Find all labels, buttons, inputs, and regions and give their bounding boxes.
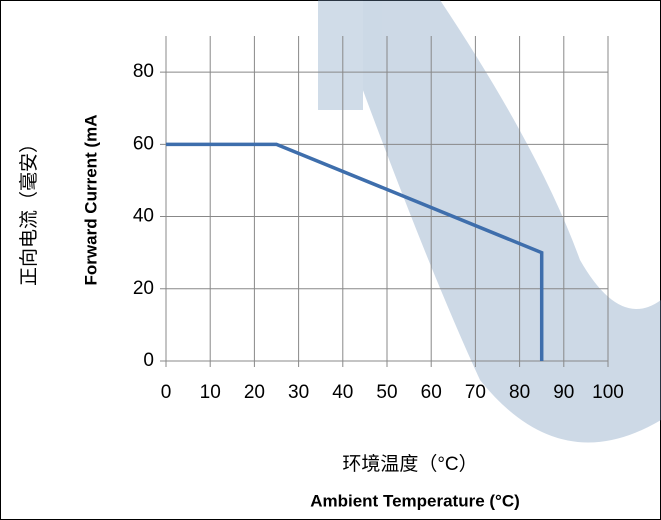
x-tick-label: 70 bbox=[465, 382, 486, 403]
x-tick-label: 10 bbox=[200, 382, 221, 403]
y-axis-label: 正向电流（毫安） bbox=[18, 134, 40, 286]
y-tick-label: 60 bbox=[133, 133, 154, 154]
x-tick-label: 50 bbox=[376, 382, 397, 403]
x-tick-label: 30 bbox=[288, 382, 309, 403]
y-tick-label: 40 bbox=[133, 206, 154, 227]
x-tick-label: 80 bbox=[509, 382, 530, 403]
x-tick-label: 100 bbox=[592, 382, 624, 403]
y-tick-label: 20 bbox=[133, 278, 154, 299]
y-axis-label: Forward Current (mA bbox=[81, 115, 100, 286]
y-tick-label: 80 bbox=[133, 61, 154, 82]
y-tick-label: 0 bbox=[143, 350, 154, 371]
x-tick-label: 40 bbox=[332, 382, 353, 403]
x-tick-label: 90 bbox=[553, 382, 574, 403]
x-tick-label: 20 bbox=[244, 382, 265, 403]
watermark bbox=[318, 0, 661, 443]
data-line bbox=[166, 142, 544, 361]
x-tick-label: 60 bbox=[421, 382, 442, 403]
x-axis-label: Ambient Temperature (°C) bbox=[310, 491, 520, 510]
x-tick-label: 0 bbox=[161, 382, 172, 403]
x-axis-label: 环境温度（°C） bbox=[342, 453, 477, 475]
